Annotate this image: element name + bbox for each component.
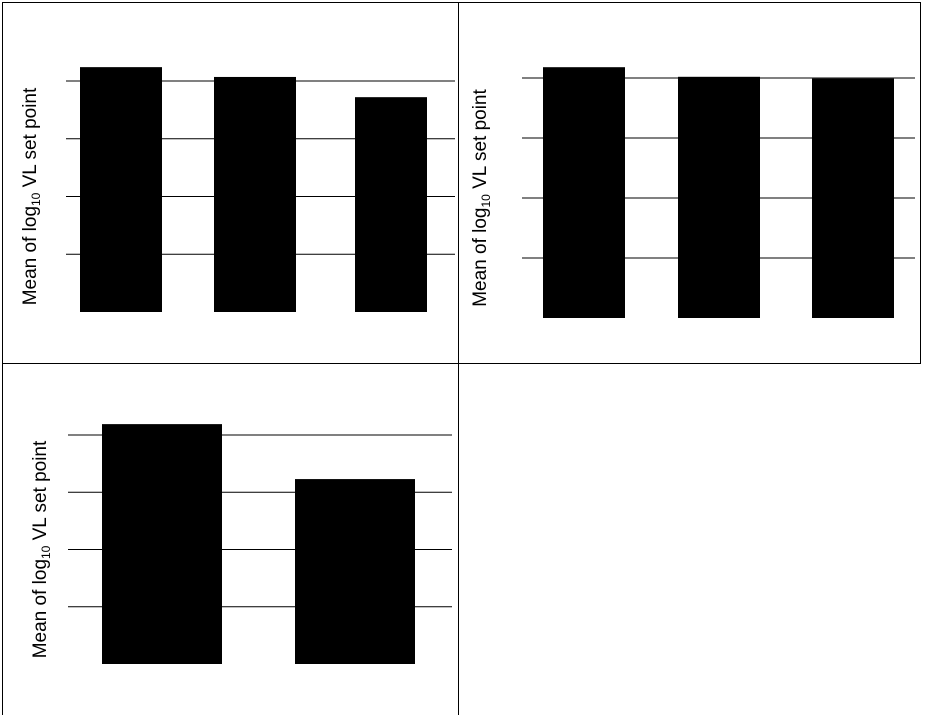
panel-b-y-axis-label-part: VL set point: [470, 88, 491, 194]
panel-a-y-axis-label: Mean of log10 VL set point: [20, 87, 43, 305]
panel-a-y-axis-label-subscript: 10: [29, 192, 43, 206]
panel-b-y-axis-label: Mean of log10 VL set point: [470, 88, 493, 306]
panel-c-y-axis-label-part: Mean of log: [30, 559, 51, 658]
panel-c-y-axis-label: Mean of log10 VL set point: [30, 440, 53, 658]
panel-c-bar-hla-b-5703-present: [295, 479, 415, 664]
panel-b-bar-cc: [543, 67, 625, 318]
panel-b-bar-ct: [678, 76, 760, 318]
panel-c-bar-hla-b-5703-absent: [102, 424, 222, 664]
panel-a-bar-ct: [214, 76, 296, 313]
panel-a-y-axis-label-part: Mean of log: [20, 206, 41, 305]
panel-b-y-axis-label-part: Mean of log: [470, 207, 491, 306]
panel-a-bar-tt: [355, 97, 427, 312]
panel-a-bar-cc: [80, 67, 162, 312]
panel-b-border: [458, 2, 921, 364]
panel-b-bar-tt: [812, 78, 894, 318]
panel-a-y-axis-label-part: VL set point: [20, 87, 41, 193]
panel-c-y-axis-label-subscript: 10: [39, 545, 53, 559]
panel-c-y-axis-label-part: VL set point: [30, 440, 51, 546]
panel-b-y-axis-label-subscript: 10: [479, 194, 493, 208]
panel-c-border: [2, 363, 459, 715]
